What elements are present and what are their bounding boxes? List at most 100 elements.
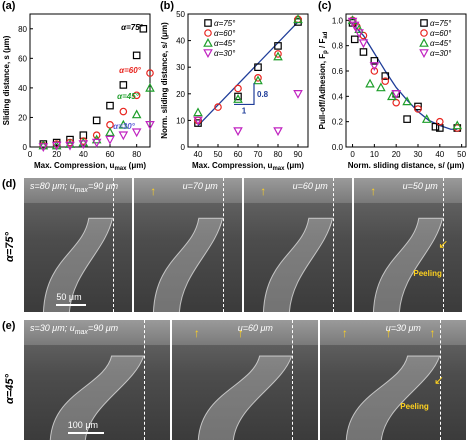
- data-point: [387, 91, 397, 101]
- frame-label: u=30 μm: [385, 323, 421, 333]
- data-point: [452, 120, 463, 130]
- reference-dashed-line: [442, 178, 444, 312]
- data-point: [414, 105, 422, 113]
- substrate-band: [24, 178, 132, 203]
- fiber-shape: [197, 355, 293, 440]
- data-point: [254, 63, 262, 72]
- y-tick-label: 0.6: [332, 67, 344, 76]
- plot-frame: [187, 13, 309, 148]
- legend-marker: [204, 29, 212, 37]
- data-point: [370, 67, 379, 75]
- data-point: [193, 116, 203, 126]
- legend-label: α=60°: [430, 29, 452, 38]
- data-point: [254, 74, 262, 82]
- legend-marker: [420, 29, 428, 37]
- y-tick-label: 0.2: [332, 118, 344, 127]
- photo-frame: s=80 μm; umax=90 μm 50 μm: [24, 178, 132, 312]
- scale-bar-label: 100 μm: [67, 420, 98, 430]
- up-arrow-icon: ↑: [341, 326, 348, 340]
- x-axis-label: Norm. sliding distance, s/ (μm): [348, 161, 465, 170]
- data-point: [105, 127, 115, 137]
- y-tick-label: 0.0: [332, 143, 344, 152]
- data-point: [118, 131, 129, 141]
- data-point: [273, 51, 283, 61]
- slope-triangle: [234, 83, 255, 106]
- chart-a: 0 20 40 60 80 0 20 40 60 80 Max. Compression, umax…: [2, 13, 155, 172]
- row-e-side-label: α=45°: [4, 374, 16, 404]
- x-tick-label: 50: [457, 150, 466, 159]
- row-d-side-label: α=75°: [4, 232, 16, 262]
- data-point: [193, 107, 203, 117]
- fiber-shape: [152, 217, 224, 312]
- data-point: [234, 92, 242, 101]
- data-point: [293, 14, 303, 24]
- data-point: [392, 98, 400, 107]
- x-tick-label: 20: [52, 150, 61, 159]
- series-label: α=30°: [113, 122, 136, 131]
- data-point: [350, 35, 359, 44]
- fiber-shape: [42, 217, 114, 312]
- slope-run-label: 1: [242, 106, 247, 115]
- frame-label: u=60 μm: [292, 181, 328, 191]
- legend-label: α=75°: [430, 19, 452, 28]
- plot-frame: [345, 13, 467, 148]
- legend-marker: [203, 37, 213, 47]
- data-point: [274, 50, 282, 58]
- panel-a-letter: (a): [2, 0, 16, 12]
- data-point: [381, 72, 390, 80]
- data-point: [65, 141, 75, 151]
- y-tick-label: 0.8: [332, 42, 344, 51]
- photo-frame: s=30 μm; umax=90 μm 100 μm: [24, 320, 170, 440]
- data-point: [145, 121, 155, 130]
- data-point: [38, 140, 49, 150]
- data-point: [233, 94, 243, 103]
- data-point: [132, 91, 141, 100]
- frame-label: u=50 μm: [402, 181, 438, 191]
- up-arrow-icon: ↑: [150, 184, 157, 198]
- substrate-band: [24, 320, 170, 345]
- up-arrow-icon: ↑: [237, 326, 244, 340]
- data-point: [131, 128, 142, 138]
- legend-marker: [203, 49, 213, 59]
- data-point: [139, 24, 148, 33]
- reference-dashed-line: [439, 320, 441, 440]
- legend-marker: [420, 19, 428, 27]
- data-point: [369, 62, 380, 71]
- data-point: [253, 75, 263, 85]
- peel-arrow-icon: ↙: [438, 237, 449, 252]
- y-tick-label: 20: [176, 90, 185, 99]
- photo-frame: u=60 μm ↑ ↑: [172, 320, 318, 440]
- frame-label: s=30 μm; umax=90 μm: [30, 323, 119, 336]
- legend-label: α=75°: [214, 19, 236, 28]
- up-arrow-icon: ↑: [429, 326, 436, 340]
- data-point: [370, 57, 379, 65]
- reference-dashed-line: [332, 178, 334, 312]
- data-point: [78, 137, 89, 147]
- y-tick-label: 0: [23, 143, 28, 152]
- y-tick-label: 40: [176, 37, 185, 46]
- x-tick-label: 40: [435, 150, 444, 159]
- data-point: [119, 107, 128, 116]
- panel-d-letter: (d): [2, 178, 17, 190]
- data-point: [376, 82, 386, 92]
- data-point: [91, 138, 102, 148]
- fiber-shape: [372, 217, 444, 312]
- series-label: α=45°: [117, 92, 140, 101]
- data-point: [402, 96, 412, 106]
- reference-dashed-line: [222, 178, 224, 312]
- legend-label: α=30°: [430, 49, 452, 58]
- y-tick-label: 0.4: [332, 92, 344, 101]
- data-point: [194, 119, 202, 127]
- y-tick-label: 30: [176, 63, 185, 72]
- peeling-label: Peeling: [413, 269, 442, 279]
- data-point: [349, 21, 360, 31]
- substrate-band: [134, 178, 242, 203]
- y-tick-label: 60: [18, 54, 27, 63]
- data-point: [359, 48, 368, 56]
- scale-bar-label: 50 μm: [56, 292, 82, 302]
- scale-bar: [56, 304, 87, 306]
- data-point: [92, 131, 101, 139]
- legend-marker: [419, 37, 429, 47]
- x-tick-label: 50: [214, 150, 223, 159]
- y-tick-label: 80: [18, 25, 27, 34]
